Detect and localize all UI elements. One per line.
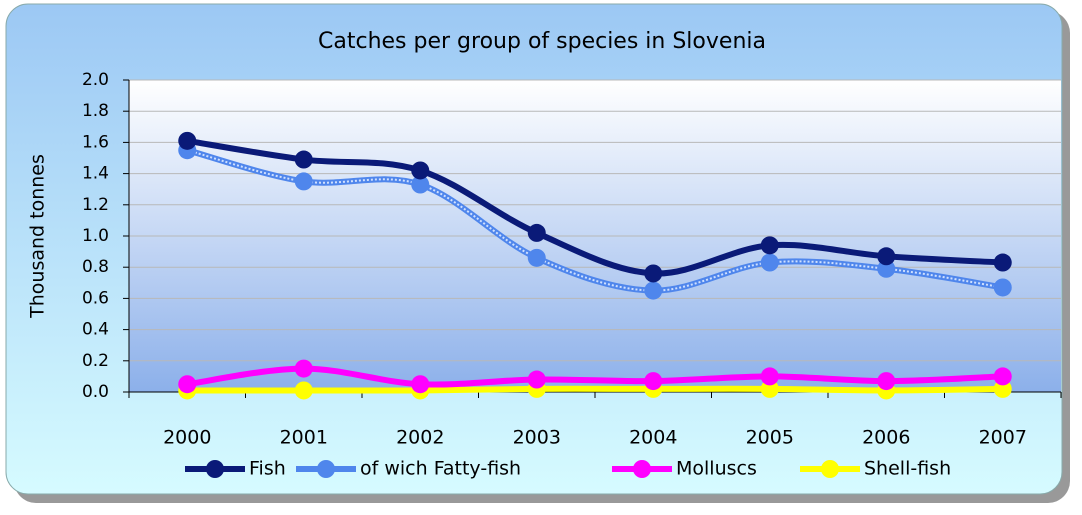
x-tick-label: 2007 (979, 427, 1027, 449)
data-point (411, 175, 430, 194)
data-point (178, 131, 197, 150)
chart-title: Catches per group of species in Slovenia (318, 29, 766, 54)
legend-marker (206, 460, 224, 478)
y-axis-label: Thousand tonnes (27, 154, 49, 319)
legend-label: Shell-fish (864, 458, 951, 480)
data-point (644, 281, 663, 300)
series-line (186, 137, 1003, 277)
data-point (527, 370, 546, 389)
y-tick-label: 0.0 (82, 382, 109, 402)
data-point (993, 379, 1012, 398)
data-point (760, 379, 779, 398)
data-point (294, 172, 313, 191)
y-tick-label: 1.6 (82, 132, 109, 152)
y-tick-label: 2.0 (82, 70, 109, 90)
data-point (993, 278, 1012, 297)
data-point (993, 367, 1012, 386)
data-point (294, 359, 313, 378)
data-point (877, 259, 896, 278)
legend-marker (821, 460, 839, 478)
y-tick-label: 1.0 (82, 226, 109, 246)
legend-label: of wich Fatty-fish (360, 458, 521, 480)
x-tick-label: 2000 (163, 427, 211, 449)
data-point (294, 150, 313, 169)
data-point (178, 375, 197, 394)
data-point (644, 264, 663, 283)
y-tick-label: 0.4 (82, 320, 109, 340)
x-tick-label: 2006 (862, 427, 910, 449)
series-line (186, 365, 1003, 388)
data-point (411, 161, 430, 180)
y-tick-label: 1.8 (82, 101, 109, 121)
data-point (877, 372, 896, 391)
data-point (993, 253, 1012, 272)
data-point (760, 367, 779, 386)
data-point (527, 223, 546, 242)
legend-marker (317, 460, 335, 478)
legend-label: Molluscs (676, 458, 757, 480)
series-line (187, 385, 1003, 394)
x-tick-label: 2003 (513, 427, 561, 449)
data-point (411, 375, 430, 394)
y-tick-label: 0.8 (82, 257, 109, 277)
legend-label: Fish (249, 458, 286, 480)
x-tick-label: 2005 (746, 427, 794, 449)
y-tick-label: 0.6 (82, 288, 109, 308)
data-point (877, 247, 896, 266)
y-tick-label: 1.4 (82, 164, 109, 184)
data-point (760, 253, 779, 272)
x-tick-label: 2001 (280, 427, 328, 449)
data-point (527, 248, 546, 267)
data-point (644, 372, 663, 391)
x-tick-label: 2004 (629, 427, 677, 449)
y-tick-label: 1.2 (82, 195, 109, 215)
x-tick-label: 2002 (396, 427, 444, 449)
series-line-pattern (186, 149, 1003, 292)
data-point (294, 381, 313, 400)
legend-marker (633, 460, 651, 478)
y-tick-label: 0.2 (82, 351, 109, 371)
data-point (760, 236, 779, 255)
